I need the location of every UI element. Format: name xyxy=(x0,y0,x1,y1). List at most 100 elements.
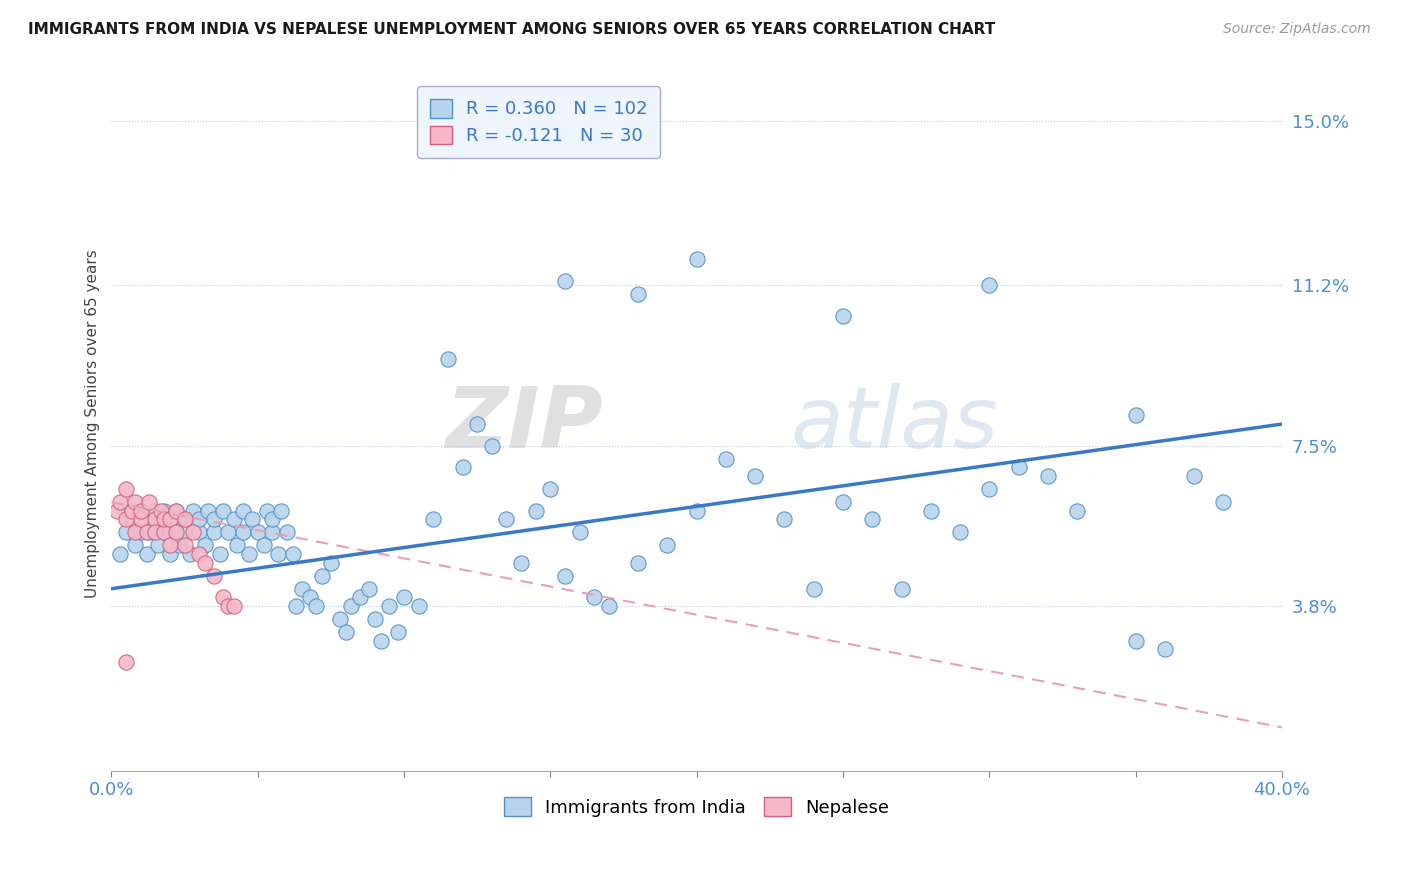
Point xyxy=(1036,469,1059,483)
Point xyxy=(153,525,176,540)
Point xyxy=(583,591,606,605)
Point xyxy=(256,504,278,518)
Point xyxy=(165,504,187,518)
Point xyxy=(188,547,211,561)
Point xyxy=(524,504,547,518)
Point xyxy=(238,547,260,561)
Point xyxy=(1007,460,1029,475)
Point xyxy=(1125,409,1147,423)
Point xyxy=(246,525,269,540)
Point xyxy=(554,568,576,582)
Point xyxy=(217,525,239,540)
Point xyxy=(276,525,298,540)
Text: atlas: atlas xyxy=(790,383,998,466)
Y-axis label: Unemployment Among Seniors over 65 years: Unemployment Among Seniors over 65 years xyxy=(86,250,100,599)
Point xyxy=(143,504,166,518)
Point xyxy=(159,538,181,552)
Point xyxy=(890,582,912,596)
Text: IMMIGRANTS FROM INDIA VS NEPALESE UNEMPLOYMENT AMONG SENIORS OVER 65 YEARS CORRE: IMMIGRANTS FROM INDIA VS NEPALESE UNEMPL… xyxy=(28,22,995,37)
Point xyxy=(173,538,195,552)
Point xyxy=(949,525,972,540)
Point xyxy=(159,512,181,526)
Point xyxy=(173,512,195,526)
Point xyxy=(340,599,363,613)
Point xyxy=(1182,469,1205,483)
Point xyxy=(159,512,181,526)
Point xyxy=(451,460,474,475)
Point xyxy=(121,512,143,526)
Point xyxy=(143,525,166,540)
Point xyxy=(124,525,146,540)
Point xyxy=(150,504,173,518)
Legend: Immigrants from India, Nepalese: Immigrants from India, Nepalese xyxy=(496,790,897,824)
Point xyxy=(262,525,284,540)
Point xyxy=(194,538,217,552)
Point xyxy=(832,309,855,323)
Point xyxy=(153,504,176,518)
Point xyxy=(262,512,284,526)
Point xyxy=(481,439,503,453)
Point xyxy=(1154,642,1177,657)
Point xyxy=(387,625,409,640)
Point xyxy=(159,547,181,561)
Point xyxy=(252,538,274,552)
Point xyxy=(165,525,187,540)
Point xyxy=(860,512,883,526)
Point xyxy=(224,512,246,526)
Point xyxy=(121,504,143,518)
Point xyxy=(148,538,170,552)
Point xyxy=(173,512,195,526)
Text: Source: ZipAtlas.com: Source: ZipAtlas.com xyxy=(1223,22,1371,37)
Point xyxy=(598,599,620,613)
Point xyxy=(392,591,415,605)
Point xyxy=(211,591,233,605)
Point xyxy=(208,547,231,561)
Point xyxy=(202,525,225,540)
Point xyxy=(138,495,160,509)
Point xyxy=(773,512,796,526)
Point xyxy=(183,504,205,518)
Point xyxy=(349,591,371,605)
Point xyxy=(124,538,146,552)
Point xyxy=(135,525,157,540)
Point xyxy=(281,547,304,561)
Point xyxy=(183,525,205,540)
Point xyxy=(627,556,650,570)
Point xyxy=(686,504,709,518)
Point xyxy=(538,482,561,496)
Point xyxy=(179,547,201,561)
Point xyxy=(270,504,292,518)
Point xyxy=(188,525,211,540)
Point xyxy=(495,512,517,526)
Point xyxy=(329,612,352,626)
Point xyxy=(115,656,138,670)
Point xyxy=(408,599,430,613)
Point xyxy=(370,633,392,648)
Point xyxy=(129,512,152,526)
Point xyxy=(165,525,187,540)
Point xyxy=(232,504,254,518)
Point xyxy=(979,278,1001,293)
Point xyxy=(657,538,679,552)
Point xyxy=(627,287,650,301)
Point xyxy=(108,495,131,509)
Point xyxy=(211,504,233,518)
Point xyxy=(129,525,152,540)
Text: ZIP: ZIP xyxy=(446,383,603,466)
Point xyxy=(194,556,217,570)
Point xyxy=(305,599,328,613)
Point xyxy=(108,547,131,561)
Point xyxy=(224,599,246,613)
Point xyxy=(115,482,138,496)
Point xyxy=(165,504,187,518)
Point xyxy=(217,599,239,613)
Point xyxy=(153,525,176,540)
Point xyxy=(226,538,249,552)
Point xyxy=(291,582,314,596)
Point xyxy=(240,512,263,526)
Point xyxy=(115,512,138,526)
Point xyxy=(319,556,342,570)
Point xyxy=(284,599,307,613)
Point xyxy=(1125,633,1147,648)
Point xyxy=(465,417,488,431)
